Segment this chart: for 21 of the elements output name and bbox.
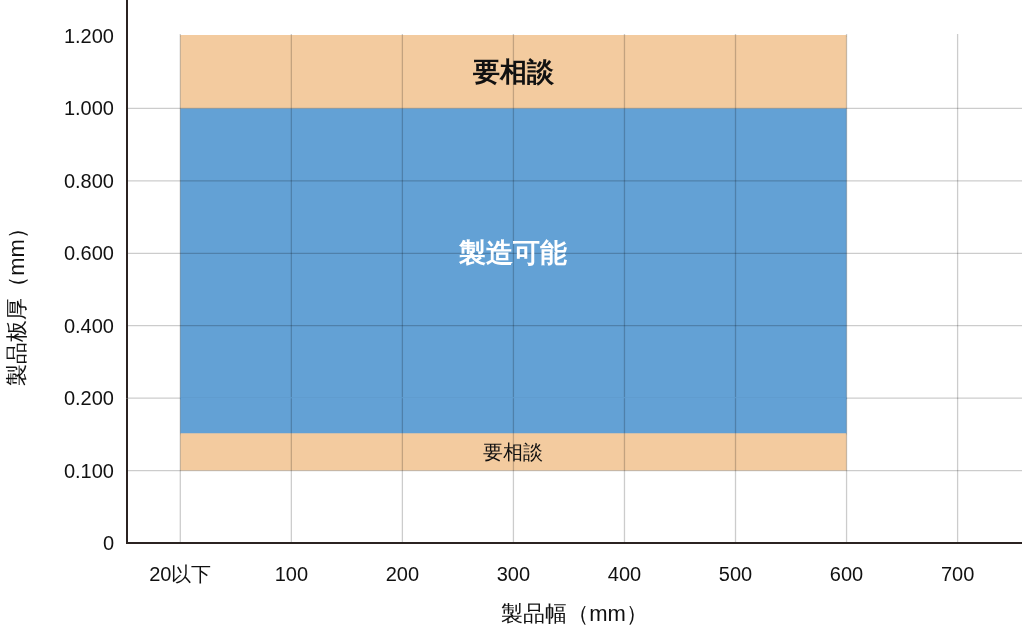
- x-tick-label: 700: [940, 563, 975, 585]
- y-tick-label: 0.600: [63, 242, 114, 265]
- x-tick-label: 100: [274, 563, 309, 585]
- y-tick-label: 0: [102, 532, 114, 554]
- x-tick-label: 500: [718, 563, 753, 585]
- y-tick-label: 0.100: [63, 459, 114, 482]
- x-tick-label: 600: [829, 563, 864, 585]
- series-label: 要相談: [483, 441, 544, 464]
- y-tick-label: 0.400: [63, 314, 114, 337]
- series-label: 要相談: [471, 57, 555, 88]
- y-axis-title: 製品板厚（mm）: [3, 217, 29, 386]
- x-axis-title: 製品幅（mm）: [501, 600, 648, 626]
- y-tick-label: 1.200: [63, 25, 114, 47]
- y-tick-label: 1.000: [63, 97, 114, 120]
- series-label: 製造可能: [458, 238, 568, 269]
- x-tick-label: 20以下: [149, 563, 212, 585]
- y-tick-label: 0.800: [63, 169, 114, 192]
- x-tick-label: 300: [496, 563, 531, 585]
- x-tick-label: 200: [385, 563, 420, 585]
- x-tick-label: 400: [607, 563, 642, 585]
- y-tick-label: 0.200: [63, 387, 114, 410]
